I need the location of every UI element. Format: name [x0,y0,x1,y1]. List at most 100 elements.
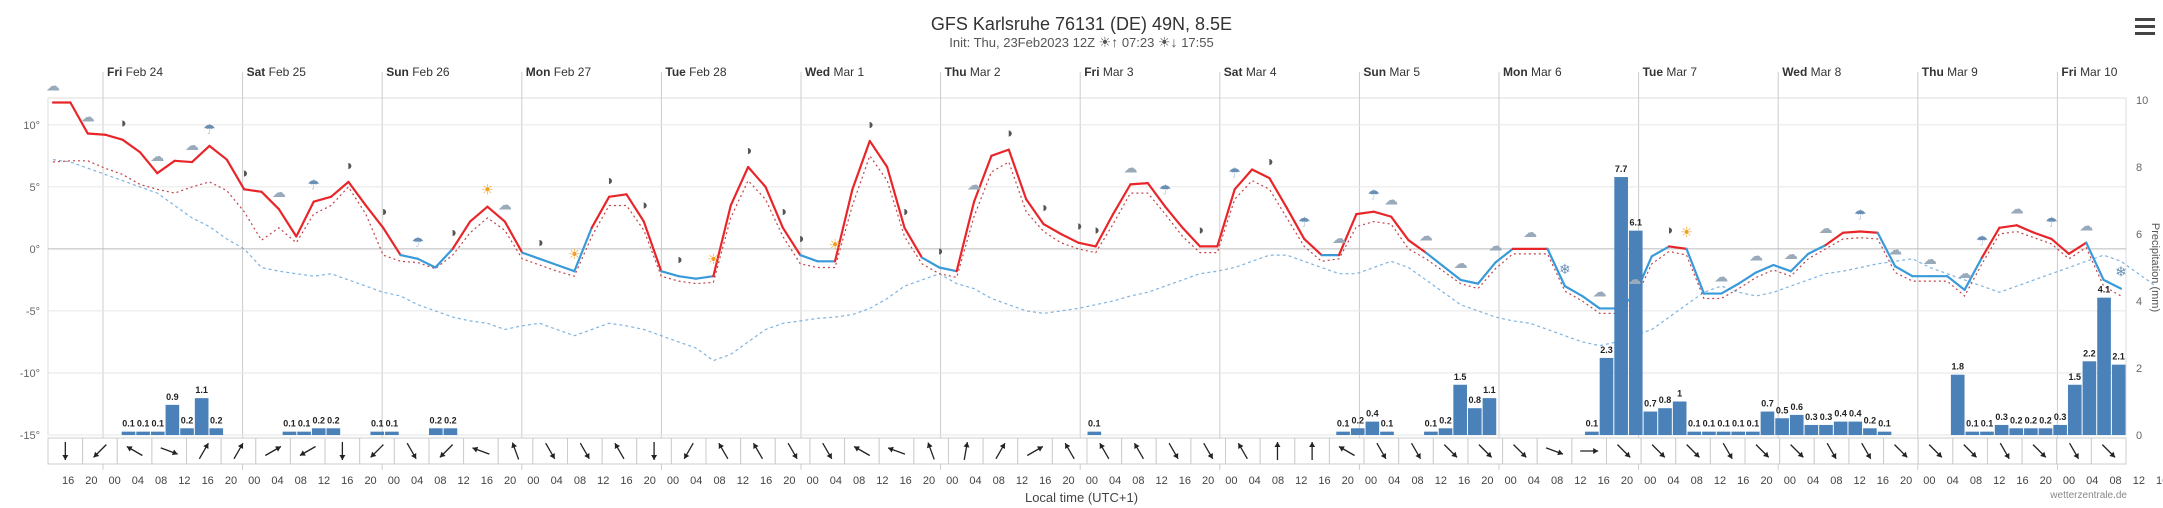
moon-icon: ◑ [779,203,787,219]
precip-bar [194,398,209,435]
precip-bar [1760,411,1775,435]
hour-label: 16 [1318,475,1330,487]
cloud-rain-icon: ☂ [203,121,216,137]
hour-label: 00 [667,475,679,487]
temperature-segment [1025,198,1045,226]
wind-arrow-icon [1928,444,1943,458]
hour-label: 16 [1877,475,1889,487]
hour-label: 04 [132,475,144,487]
precip-bar [326,428,341,435]
temperature-segment [1563,285,1584,298]
wind-arrow-icon [160,447,178,456]
hour-label: 20 [2040,475,2052,487]
chart-title: GFS Karlsruhe 76131 (DE) 49N, 8.5E [930,14,1233,34]
temperature-segment [364,204,385,229]
precip-bar [1628,230,1643,435]
hour-label: 04 [830,475,842,487]
precip-bar [428,428,443,435]
temperature-segment [1442,265,1462,282]
moon-icon: ◑ [744,142,752,158]
precip-label: 0.2 [2039,415,2052,425]
precip-label: 0.2 [210,415,223,425]
cloud-icon: ☁ [1593,283,1607,299]
wind-arrow-icon [752,442,764,460]
precip-label: 0.1 [1732,419,1745,429]
temperature-segment [590,195,611,229]
precip-label: 0.2 [327,415,340,425]
precip-label: 0.1 [283,419,296,429]
day-label: Tue Feb 28 [665,65,726,79]
hour-label: 20 [1342,475,1354,487]
wind-arrow-icon [887,446,906,455]
hour-label: 16 [341,475,353,487]
hour-label: 08 [853,475,865,487]
temperature-segment [2085,241,2105,282]
temperature-segment [538,257,559,267]
temperature-segment [1303,237,1323,257]
temperature-segment [1268,177,1288,210]
precip-label: 0.1 [386,419,399,429]
temperature-segment [1181,226,1202,248]
precip-bar [2053,424,2067,435]
temperature-segment [1754,263,1775,274]
wind-arrow-icon [1410,442,1422,460]
moon-icon: ◑ [1039,199,1047,215]
wind-arrow-icon [1722,442,1733,460]
hour-label: 20 [1062,475,1074,487]
hour-label: 20 [1202,475,1214,487]
hour-label: 00 [1225,475,1237,487]
hamburger-menu-icon[interactable] [2135,18,2155,39]
precip-bar [1365,421,1380,435]
cloud-icon: ☁ [1454,255,1468,271]
temperature-segment [1459,278,1480,285]
day-label: Sat Feb 25 [247,65,307,79]
y-right-tick: 6 [2136,229,2142,241]
temperature-segment [382,226,402,257]
precip-label: 0.8 [1469,395,1482,405]
cloud-icon: ☁ [1384,192,1398,208]
wind-arrow-icon [1099,442,1110,460]
hour-label: 16 [2016,475,2028,487]
precip-label: 0.5 [1776,405,1789,415]
temperature-segment [1250,168,1271,180]
temperature-segment [1946,275,1966,291]
temperature-segment [208,144,228,161]
cloud-icon: ☁ [1958,265,1972,281]
hour-label: 00 [248,475,260,487]
precip-label: 0.1 [1981,419,1994,429]
precip-bar [180,428,194,435]
precip-bar [1950,374,1965,435]
hour-label: 00 [109,475,121,487]
hour-label: 08 [713,475,725,487]
hour-label: 20 [1481,475,1493,487]
temperature-segment [729,165,750,207]
temperature-segment [851,139,871,191]
moon-icon: ◑ [935,243,943,259]
day-label: Sun Feb 26 [386,65,450,79]
cloud-snow-icon: ❄ [1559,261,1571,277]
cloud-icon: ☁ [185,137,199,153]
day-label: Tue Mar 7 [1643,65,1698,79]
temperature-segment [764,185,784,229]
precip-label: 0.1 [1747,419,1760,429]
wind-arrow-icon [1064,442,1075,460]
temperature-segment [1737,271,1758,285]
hour-label: 08 [574,475,586,487]
temperature-segment [1077,241,1097,248]
hour-label: 16 [1179,475,1191,487]
wind-arrow-icon [511,442,520,460]
cloud-rain-icon: ☂ [1854,207,1867,223]
y-right-tick: 4 [2136,296,2142,308]
precip-label: 0.2 [1864,415,1877,425]
sun-icon: ☀ [481,182,494,198]
temperature-segment [1424,251,1445,268]
moon-icon: ◑ [1196,221,1204,237]
wind-arrow-icon [2101,444,2116,458]
hour-label: 16 [1458,475,1470,487]
precip-label: 0.2 [312,415,325,425]
temperature-segment [920,256,941,269]
temperature-segment [2067,241,2088,255]
hour-label: 04 [690,475,702,487]
precip-bar [209,428,224,435]
wind-cell [1779,437,1815,465]
